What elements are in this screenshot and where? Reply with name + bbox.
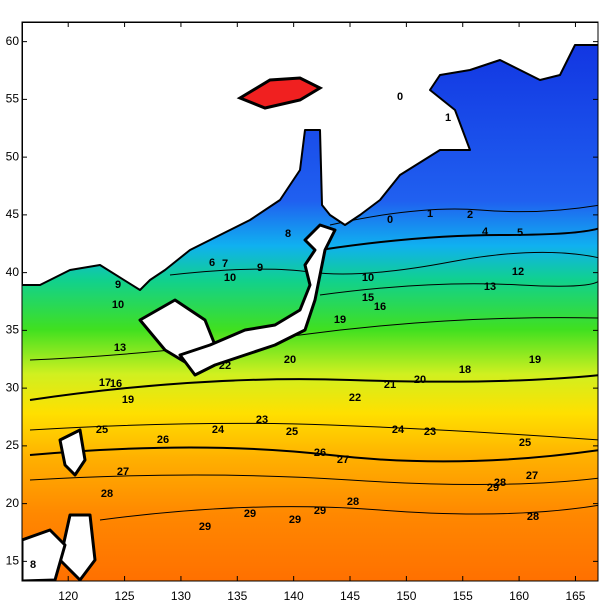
contour-label: 23 [256, 414, 268, 426]
contour-label: 29 [244, 508, 256, 520]
contour-label: 8 [30, 559, 36, 571]
contour-label: 21 [384, 379, 396, 391]
contour-label: 10 [224, 272, 236, 284]
contour-label: 16 [374, 301, 386, 313]
contour-label: 27 [526, 470, 538, 482]
x-tick-label: 150 [396, 589, 416, 603]
y-tick-label: 30 [6, 380, 20, 394]
island [236, 76, 324, 110]
contour-label: 27 [117, 466, 129, 478]
contour-label: 13 [484, 281, 496, 293]
contour-label: 10 [112, 299, 124, 311]
contour-label: 29 [199, 521, 211, 533]
contour-label: 18 [459, 364, 471, 376]
contour-label: 27 [337, 454, 349, 466]
contour-label: 28 [527, 511, 539, 523]
x-tick-label: 145 [340, 589, 360, 603]
contour-label: 7 [222, 258, 228, 270]
y-tick-label: 25 [6, 438, 20, 452]
contour-label: 28 [347, 496, 359, 508]
contour-label: 26 [314, 447, 326, 459]
frame [21, 21, 599, 582]
y-tick-label: 45 [6, 207, 20, 221]
y-tick-label: 55 [6, 92, 20, 106]
contour-label: 29 [487, 482, 499, 494]
contour-labels: 010 1 24 586 710 1091312151619910131716192022… [30, 91, 541, 571]
contour-label: 19 [122, 394, 134, 406]
contour-label: 16 [110, 378, 122, 390]
contour-label: 10 [362, 272, 374, 284]
contour-label: 0 [397, 91, 403, 103]
contour-label: 15 [362, 292, 374, 304]
axes: 120 125 130 135 140 145 150 155 160 1651520253035… [6, 22, 598, 603]
contour-label: 19 [334, 314, 346, 326]
contour-label: 22 [349, 392, 361, 404]
contour-label: 29 [289, 514, 301, 526]
contour-label: 19 [529, 354, 541, 366]
contour-label: 25 [96, 424, 108, 436]
land [22, 22, 598, 581]
contour-label: 24 [392, 424, 405, 436]
contour-label: 0 [387, 214, 393, 226]
contour-label: 13 [114, 342, 126, 354]
contour-label: 24 [212, 424, 225, 436]
contour-label: 1 [445, 112, 451, 124]
contour-label: 23 [424, 426, 436, 438]
contours [29, 204, 598, 521]
contour-label: 9 [115, 279, 121, 291]
contour-label: 8 [285, 228, 291, 240]
y-tick-label: 35 [6, 323, 20, 337]
x-tick-label: 130 [171, 589, 191, 603]
contour-label: 28 [101, 488, 113, 500]
x-tick-label: 140 [284, 589, 304, 603]
y-tick-label: 20 [6, 496, 20, 510]
contour-label: 5 [517, 227, 523, 239]
sst-field: 010 1 24 586 710 1091312151619910131716192022… [22, 22, 598, 581]
contour-label: 20 [284, 354, 296, 366]
contour-label: 12 [512, 266, 524, 278]
contour-label: 26 [157, 434, 169, 446]
contour-label: 25 [519, 437, 531, 449]
contour-label: 6 [209, 257, 215, 269]
contour-label: 20 [414, 374, 426, 386]
contour-label: 1 [427, 208, 433, 220]
x-tick-label: 125 [115, 589, 135, 603]
y-tick-label: 40 [6, 265, 20, 279]
y-tick-label: 60 [6, 34, 20, 48]
x-tick-label: 155 [453, 589, 473, 603]
y-tick-label: 15 [6, 554, 20, 568]
contour-label: 17 [99, 377, 111, 389]
contour-label: 25 [286, 426, 298, 438]
x-tick-label: 160 [509, 589, 529, 603]
contour-label: 4 [482, 226, 489, 238]
x-tick-label: 120 [58, 589, 78, 603]
contour-label: 22 [219, 360, 231, 372]
contour-label: 28 [494, 477, 506, 489]
contour-label: 29 [314, 505, 326, 517]
contour-label: 9 [257, 262, 263, 274]
contour-label: 2 [467, 209, 473, 221]
x-tick-label: 135 [227, 589, 247, 603]
y-tick-label: 50 [6, 149, 20, 163]
x-tick-label: 165 [565, 589, 585, 603]
